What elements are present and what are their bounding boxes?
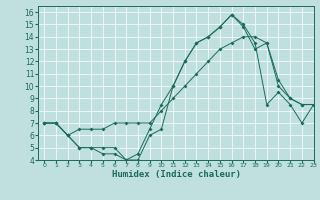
X-axis label: Humidex (Indice chaleur): Humidex (Indice chaleur) [111,170,241,179]
